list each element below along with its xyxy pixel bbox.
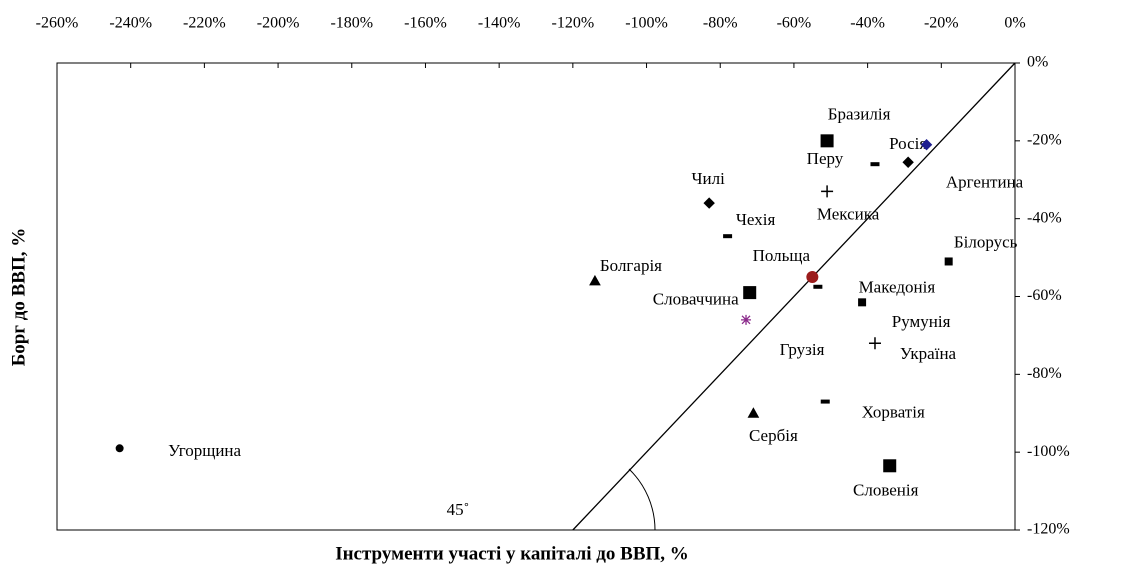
x-tick-label: -120% — [552, 15, 595, 32]
y-tick-label: 0% — [1027, 54, 1048, 71]
x-tick-label: -20% — [924, 15, 959, 32]
point-label: Бразилія — [828, 105, 891, 124]
x-tick-label: -140% — [478, 15, 521, 32]
point — [858, 298, 867, 307]
point-label: Україна — [900, 344, 957, 363]
point-label: Сербія — [749, 426, 798, 445]
point-label: Чилі — [691, 169, 725, 188]
point-label: Словаччина — [653, 290, 739, 309]
point — [821, 185, 834, 198]
point-label: Перу — [807, 149, 844, 168]
y-tick-label: -20% — [1027, 132, 1062, 149]
x-tick-label: 0% — [1004, 15, 1025, 32]
point — [883, 459, 897, 473]
x-tick-label: -240% — [109, 15, 152, 32]
point — [920, 139, 933, 151]
point-label: Росія — [889, 134, 927, 153]
point-label: Румунія — [892, 312, 951, 331]
point-label: Польща — [753, 246, 811, 265]
point-label: Аргентина — [946, 173, 1024, 192]
point — [589, 274, 601, 286]
x-tick-label: -80% — [703, 15, 738, 32]
point — [944, 257, 953, 266]
x-tick-label: -180% — [330, 15, 373, 32]
point-label: Македонія — [859, 278, 936, 297]
point — [813, 284, 823, 289]
x-tick-label: -200% — [257, 15, 300, 32]
angle-arc — [628, 468, 656, 531]
point — [870, 162, 880, 167]
point-label: Грузія — [780, 340, 825, 359]
point — [741, 314, 752, 325]
point-label: Мексика — [817, 204, 880, 223]
point-label: Словенія — [853, 481, 919, 500]
point — [115, 444, 124, 453]
y-tick-label: -60% — [1027, 287, 1062, 304]
angle-annotation: 45˚ — [447, 500, 470, 519]
point — [723, 234, 733, 239]
point — [820, 399, 830, 404]
point-label: Чехія — [736, 210, 776, 229]
point-label: Угорщина — [168, 441, 241, 460]
x-tick-label: -220% — [183, 15, 226, 32]
reference-line — [572, 62, 1016, 531]
y-tick-label: -100% — [1027, 443, 1070, 460]
x-tick-label: -260% — [36, 15, 79, 32]
point — [806, 271, 819, 284]
point — [703, 197, 715, 209]
point — [743, 286, 757, 300]
point-label: Болгарія — [600, 256, 662, 275]
x-tick-label: -100% — [625, 15, 668, 32]
y-tick-label: -80% — [1027, 365, 1062, 382]
x-tick-label: -160% — [404, 15, 447, 32]
point-label: Хорватія — [862, 402, 925, 421]
x-tick-label: -40% — [850, 15, 885, 32]
y-tick-label: -40% — [1027, 209, 1062, 226]
point — [820, 134, 834, 148]
point — [902, 156, 914, 168]
y-axis-title: Борг до ВВП, % — [8, 228, 29, 367]
x-tick-label: -60% — [777, 15, 812, 32]
point-label: Білорусь — [954, 232, 1018, 251]
x-axis-title: Інструменти участі у капіталі до ВВП, % — [335, 543, 689, 564]
point — [868, 337, 881, 350]
y-tick-label: -120% — [1027, 521, 1070, 538]
point — [747, 407, 760, 418]
